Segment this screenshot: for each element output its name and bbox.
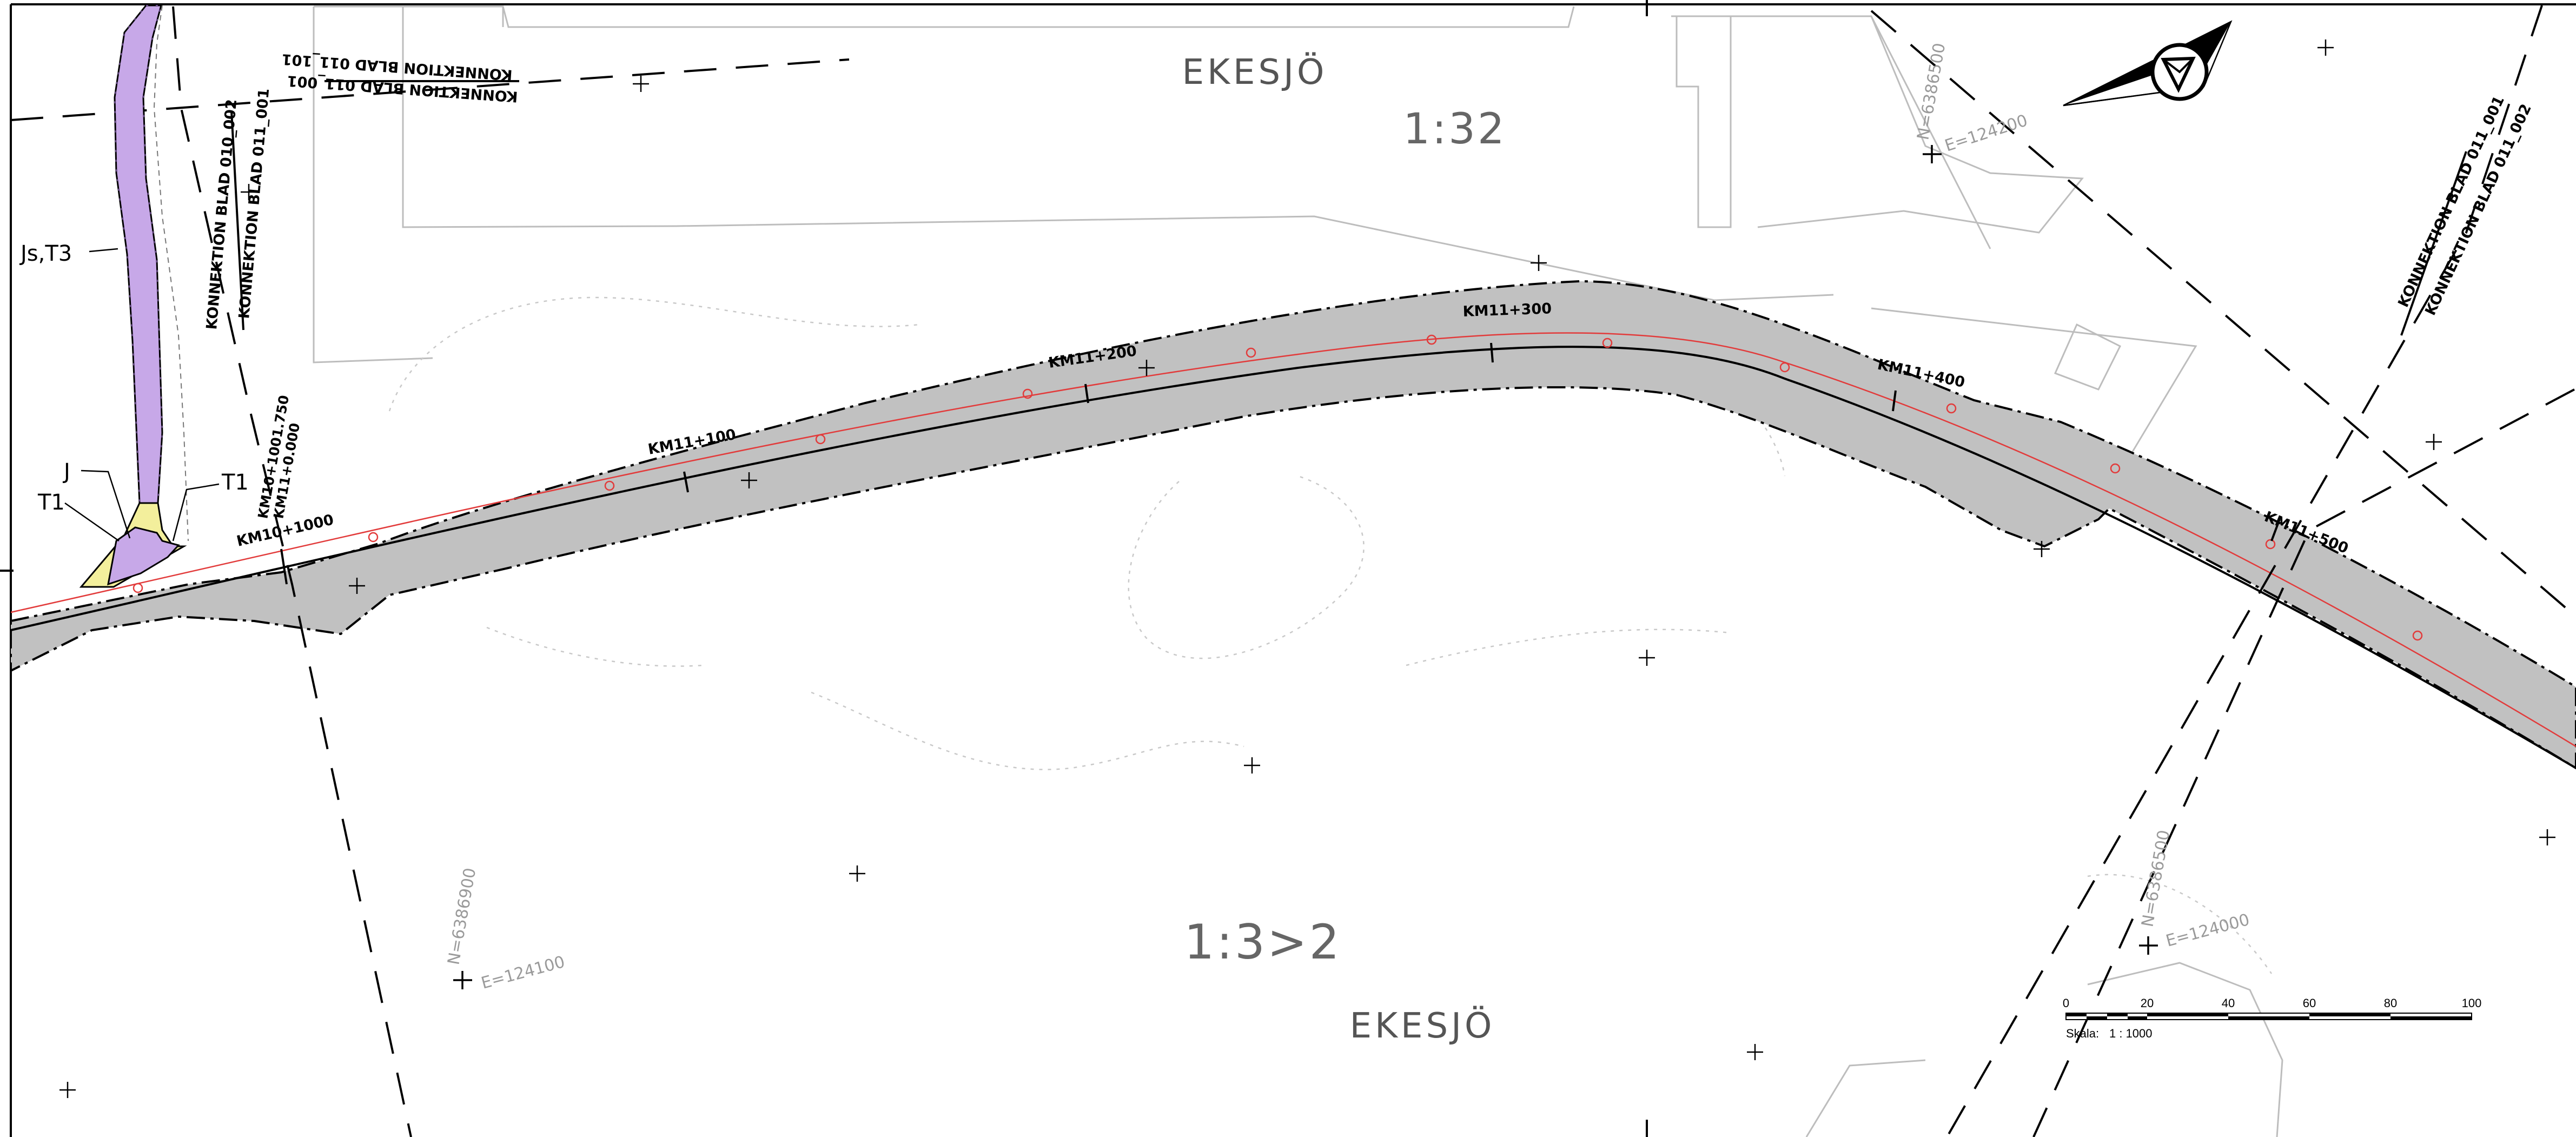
km-label: KM11+300 bbox=[1462, 300, 1552, 320]
grid-label-n: N=6386500 bbox=[2138, 829, 2174, 929]
grid-label-e: E=124000 bbox=[2164, 910, 2251, 951]
place-name-bottom: EKESJÖ bbox=[1350, 1006, 1495, 1046]
scale-tick: 100 bbox=[2462, 996, 2482, 1010]
annotation-t1-left: T1 bbox=[37, 490, 65, 515]
scale-tick: 40 bbox=[2222, 996, 2235, 1010]
road-corridor bbox=[10, 280, 2576, 770]
road-centerline bbox=[10, 346, 2576, 769]
north-arrow-icon bbox=[2063, 20, 2233, 107]
survey-crosses bbox=[59, 39, 2555, 1098]
connection-label: KONNEKTION BLAD 010_002 bbox=[203, 98, 240, 330]
scale-ratio: 1 : 1000 bbox=[2109, 1027, 2153, 1040]
slope-top: 1:32 bbox=[1403, 105, 1506, 154]
annotation-js-t3: Js,T3 bbox=[19, 241, 72, 266]
dashed-grid-lines bbox=[10, 5, 2576, 1137]
scale-tick: 0 bbox=[2063, 996, 2069, 1010]
annotation-j: J bbox=[62, 459, 70, 484]
terrain-dotted-lines bbox=[388, 296, 2273, 974]
scale-tick: 60 bbox=[2303, 996, 2316, 1010]
grid-label-e: E=124200 bbox=[1943, 111, 2030, 155]
annotation-t1-right: T1 bbox=[221, 470, 249, 495]
grid-label-n: N=6386500 bbox=[1913, 42, 1949, 142]
scale-tick: 20 bbox=[2141, 996, 2154, 1010]
offset-line bbox=[10, 332, 2576, 748]
connection-divider bbox=[230, 110, 244, 330]
grid-label-e: E=124100 bbox=[479, 953, 567, 993]
background-outlines bbox=[313, 5, 2283, 1137]
scale-label: Skala: bbox=[2066, 1027, 2099, 1040]
grid-label-n: N=6386900 bbox=[444, 867, 480, 967]
scale-bar: 0 20 40 60 80 100 Skala: 1 : 1000 bbox=[2063, 996, 2481, 1040]
left-area-features bbox=[79, 4, 189, 588]
scale-tick: 80 bbox=[2384, 996, 2397, 1010]
annotation-leaders bbox=[64, 248, 220, 542]
slope-bottom: 1:3>2 bbox=[1184, 914, 1341, 970]
connection-divider bbox=[2400, 151, 2467, 336]
place-name-top: EKESJÖ bbox=[1182, 52, 1328, 92]
station-ticks bbox=[280, 342, 2281, 585]
